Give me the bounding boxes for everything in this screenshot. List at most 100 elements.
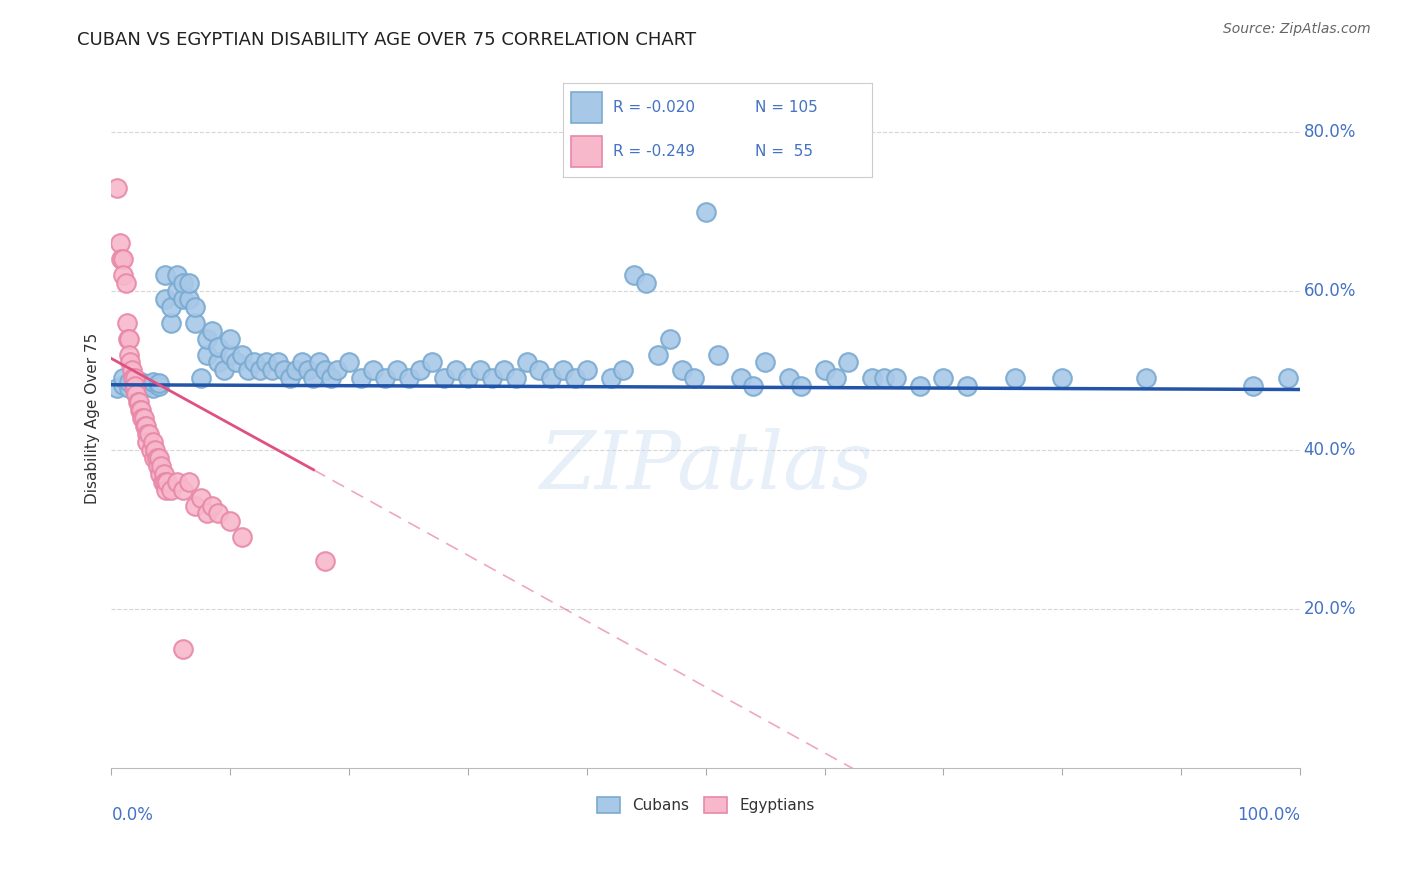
Point — [225, 355, 247, 369]
Point — [636, 276, 658, 290]
Point — [145, 450, 167, 465]
Point — [155, 483, 177, 497]
Point — [273, 363, 295, 377]
Point — [433, 371, 456, 385]
Point — [131, 411, 153, 425]
Point — [160, 300, 183, 314]
Point — [231, 347, 253, 361]
Point — [932, 371, 955, 385]
Point — [1241, 379, 1264, 393]
Point — [139, 442, 162, 457]
Point — [468, 363, 491, 377]
Point — [754, 355, 776, 369]
Point — [112, 252, 135, 267]
Point — [172, 276, 194, 290]
Y-axis label: Disability Age Over 75: Disability Age Over 75 — [86, 333, 100, 504]
Point — [457, 371, 479, 385]
Point — [837, 355, 859, 369]
Point — [118, 381, 141, 395]
Point — [321, 371, 343, 385]
Point — [409, 363, 432, 377]
Point — [153, 475, 176, 489]
Point — [112, 371, 135, 385]
Point — [146, 458, 169, 473]
Legend: Cubans, Egyptians: Cubans, Egyptians — [591, 791, 821, 820]
Point — [813, 363, 835, 377]
Point — [201, 324, 224, 338]
Point — [122, 379, 145, 393]
Point — [1135, 371, 1157, 385]
Point — [148, 450, 170, 465]
Point — [1277, 371, 1299, 385]
Point — [297, 363, 319, 377]
Point — [114, 276, 136, 290]
Point — [284, 363, 307, 377]
Point — [219, 515, 242, 529]
Point — [166, 475, 188, 489]
Point — [132, 411, 155, 425]
Point — [260, 363, 283, 377]
Point — [112, 268, 135, 282]
Point — [121, 371, 143, 385]
Point — [124, 376, 146, 391]
Point — [249, 363, 271, 377]
Point — [908, 379, 931, 393]
Point — [231, 530, 253, 544]
Point — [134, 419, 156, 434]
Point — [374, 371, 396, 385]
Point — [207, 355, 229, 369]
Point — [160, 483, 183, 497]
Text: 0.0%: 0.0% — [111, 806, 153, 824]
Point — [142, 434, 165, 449]
Point — [160, 316, 183, 330]
Point — [136, 434, 159, 449]
Point — [505, 371, 527, 385]
Point — [150, 458, 173, 473]
Text: 60.0%: 60.0% — [1303, 282, 1355, 300]
Point — [112, 377, 135, 392]
Point — [156, 475, 179, 489]
Point — [105, 381, 128, 395]
Point — [201, 499, 224, 513]
Point — [110, 252, 132, 267]
Point — [398, 371, 420, 385]
Point — [778, 371, 800, 385]
Text: 80.0%: 80.0% — [1303, 123, 1355, 141]
Point — [553, 363, 575, 377]
Point — [183, 499, 205, 513]
Point — [278, 371, 301, 385]
Point — [422, 355, 444, 369]
Point — [143, 450, 166, 465]
Point — [153, 268, 176, 282]
Point — [166, 284, 188, 298]
Point — [444, 363, 467, 377]
Point — [659, 332, 682, 346]
Point — [361, 363, 384, 377]
Point — [516, 355, 538, 369]
Point — [236, 363, 259, 377]
Point — [129, 403, 152, 417]
Point — [124, 379, 146, 393]
Point — [124, 371, 146, 385]
Point — [166, 268, 188, 282]
Point — [243, 355, 266, 369]
Point — [647, 347, 669, 361]
Point — [115, 316, 138, 330]
Text: CUBAN VS EGYPTIAN DISABILITY AGE OVER 75 CORRELATION CHART: CUBAN VS EGYPTIAN DISABILITY AGE OVER 75… — [77, 31, 696, 49]
Point — [742, 379, 765, 393]
Point — [706, 347, 728, 361]
Point — [152, 467, 174, 481]
Point — [492, 363, 515, 377]
Point — [350, 371, 373, 385]
Point — [172, 641, 194, 656]
Point — [623, 268, 645, 282]
Point — [529, 363, 551, 377]
Point — [129, 403, 152, 417]
Point — [314, 363, 336, 377]
Point — [1052, 371, 1074, 385]
Point — [575, 363, 598, 377]
Point — [183, 316, 205, 330]
Point — [124, 383, 146, 397]
Point — [599, 371, 621, 385]
Point — [136, 379, 159, 393]
